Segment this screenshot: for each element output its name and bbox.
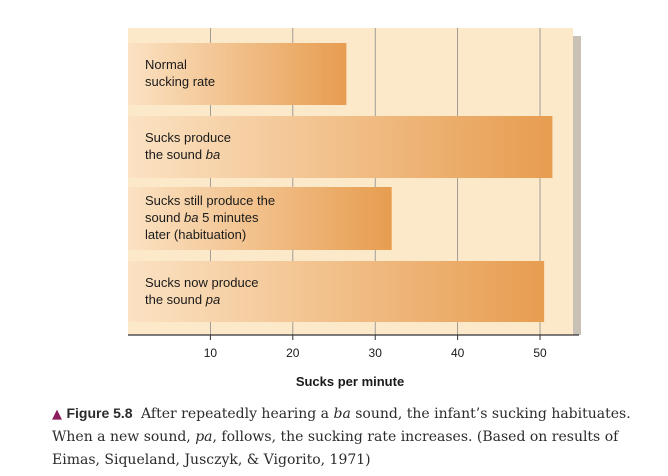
bars	[128, 43, 553, 322]
bar-label-normal: Normal sucking rate	[145, 56, 295, 90]
shadow-right	[573, 36, 581, 335]
bar	[128, 116, 553, 178]
bar-label-habituation: Sucks still produce the sound ba 5 minut…	[145, 192, 295, 243]
x-tick-label: 30	[369, 346, 383, 360]
bar-label-line: later (habituation)	[145, 227, 247, 242]
bar	[128, 187, 392, 250]
bar-label-line: Sucks still produce the	[145, 193, 276, 208]
figure-caption: ▲ Figure 5.8 After repeatedly hearing a …	[52, 402, 662, 472]
bar-label-pa: Sucks now produce the sound pa	[145, 274, 295, 308]
bar-label-italic: ba	[184, 210, 199, 225]
figure-number: Figure 5.8	[66, 405, 133, 421]
x-axis-title: Sucks per minute	[295, 374, 405, 389]
caption-text: sound, the infant’s sucking habituates. …	[52, 406, 631, 445]
bar-label-text: the sound	[145, 292, 206, 307]
bar-label-text: the sound	[145, 147, 206, 162]
bar-label-line: the sound pa	[145, 291, 295, 308]
bar-label-line: Normal	[145, 57, 187, 72]
x-axis	[128, 334, 579, 340]
x-tick-label: 50	[533, 346, 547, 360]
bar	[128, 43, 347, 105]
caption-italic: pa	[195, 429, 213, 445]
triangle-marker-icon: ▲	[52, 407, 62, 422]
x-tick-label: 20	[286, 346, 300, 360]
bar-label-line: the sound ba	[145, 146, 295, 163]
bar	[128, 261, 545, 322]
panel-shadow	[573, 36, 581, 335]
x-tick-labels: 10 20 30 40 50	[204, 346, 547, 360]
bar-label-line: sound ba 5 minutes	[145, 209, 295, 226]
caption-text: After repeatedly hearing a	[141, 406, 334, 422]
bar-label-line: sucking rate	[145, 74, 216, 89]
caption-text: , follows, the sucking rate increases. (…	[52, 429, 619, 468]
bar-label-italic: ba	[205, 147, 221, 162]
bar-label-line: Sucks now produce	[145, 275, 259, 290]
bar-label-line: Sucks produce	[145, 130, 231, 145]
caption-italic: ba	[333, 406, 351, 422]
x-tick-label: 40	[451, 346, 465, 360]
x-tick-label: 10	[204, 346, 218, 360]
bar-label-ba: Sucks produce the sound ba	[145, 129, 295, 163]
bar-label-italic: pa	[205, 292, 221, 307]
bar-label-text: sound	[145, 210, 185, 225]
bar-label-text: 5 minutes	[198, 210, 259, 225]
